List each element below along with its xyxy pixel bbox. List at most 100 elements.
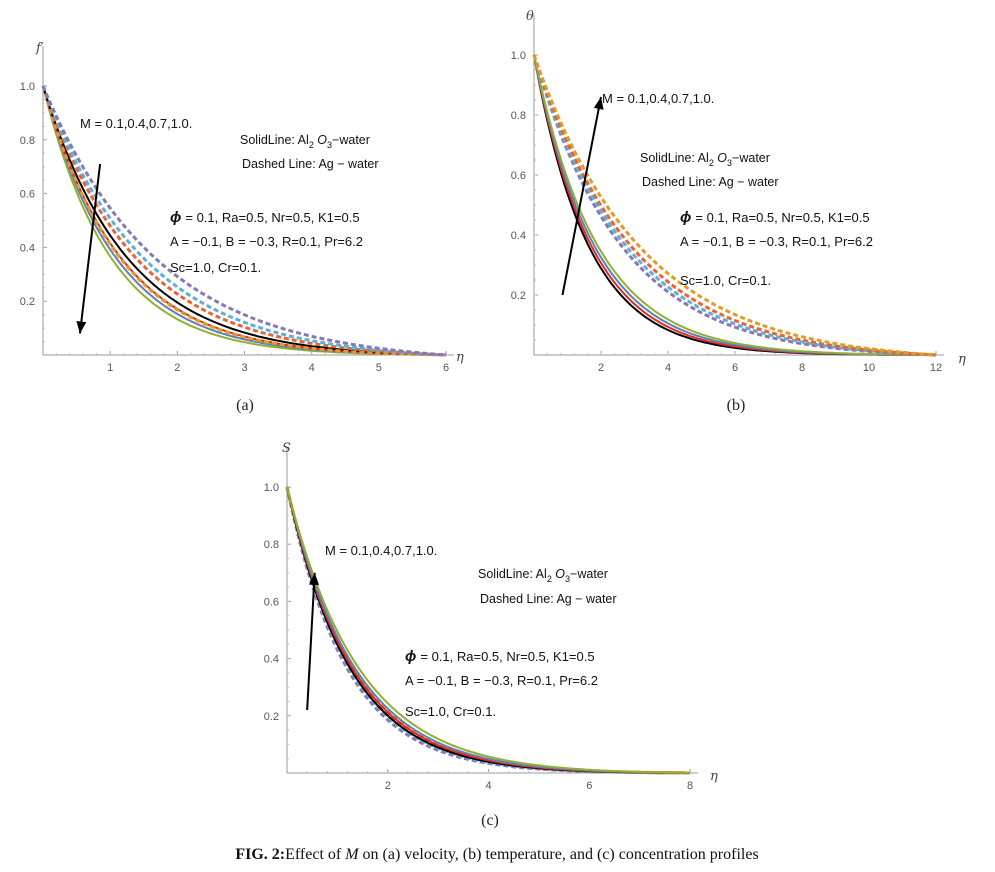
series-line-dashed-5 [532, 54, 937, 357]
params-line1-text: = 0.1, Ra=0.5, Nr=0.5, K1=0.5 [420, 649, 594, 664]
series-line-dashed-2 [285, 486, 690, 775]
y-tick-label: 0.6 [20, 189, 35, 201]
series-line-solid-3 [533, 54, 936, 356]
trend-arrow-head [309, 572, 320, 586]
y-tick-label: 0.4 [511, 230, 526, 242]
x-tick-label: 4 [485, 780, 491, 792]
trend-arrow-head [593, 97, 604, 110]
series-line-dashed-5 [41, 85, 447, 357]
trend-arrow-shaft [306, 572, 316, 711]
solid-legend-mid: O [552, 567, 565, 581]
x-tick-label: 6 [586, 780, 592, 792]
y-axis-label: θ [526, 9, 534, 24]
x-axis-label: η [456, 350, 464, 365]
trend-arrow-shaft [561, 96, 602, 296]
y-axis-label: S [282, 441, 291, 456]
annotation-solid-legend: SolidLine: Al2 O3−water [640, 151, 770, 168]
solid-legend-mid: O [714, 151, 727, 165]
x-tick-label: 4 [665, 362, 671, 374]
x-tick-label: 4 [309, 362, 315, 374]
y-axis-label: f′ [35, 41, 44, 56]
y-tick-label: 0.6 [511, 170, 526, 182]
x-tick-label: 6 [443, 362, 449, 374]
solid-legend-suffix: −water [332, 133, 370, 147]
solid-legend-sub2: 2 [547, 574, 552, 584]
y-tick-label: 0.8 [20, 135, 35, 147]
y-tick-label: 0.2 [20, 296, 35, 308]
annotation-params-line1: ϕ = 0.1, Ra=0.5, Nr=0.5, K1=0.5 [680, 209, 870, 226]
solid-legend-sub3: 3 [565, 574, 570, 584]
x-tick-label: 8 [799, 362, 805, 374]
y-tick-label: 0.2 [264, 711, 279, 723]
y-tick-label: 0.4 [264, 654, 279, 666]
phi-symbol: ϕ [680, 209, 691, 226]
solid-legend-prefix: SolidLine: Al [478, 567, 547, 581]
solid-legend-prefix: SolidLine: Al [240, 133, 309, 147]
x-tick-label: 6 [732, 362, 738, 374]
annotation-m-values: M = 0.1,0.4,0.7,1.0. [80, 116, 192, 131]
trend-arrow-shaft [78, 163, 102, 334]
x-tick-label: 5 [376, 362, 382, 374]
annotation-m-values: M = 0.1,0.4,0.7,1.0. [325, 543, 437, 558]
phi-symbol: ϕ [170, 209, 181, 226]
annotation-params-line3: Sc=1.0, Cr=0.1. [680, 273, 771, 288]
y-tick-label: 1.0 [264, 482, 279, 494]
panel-label: (b) [727, 397, 746, 414]
caption-label: FIG. 2: [235, 846, 285, 863]
solid-legend-sub3: 3 [727, 158, 732, 168]
series-line-dashed-0 [285, 486, 690, 775]
x-tick-label: 2 [174, 362, 180, 374]
solid-legend-mid: O [314, 133, 327, 147]
annotation-dashed-legend: Dashed Line: Ag − water [480, 592, 617, 606]
solid-legend-sub3: 3 [327, 140, 332, 150]
y-tick-label: 0.8 [511, 110, 526, 122]
panel-b-temperature: 2 4 6 8 10 12 0.2 0.4 0.6 0.8 1.0 θ η M = 0.1,0.4,0.7… [511, 9, 966, 414]
params-line1-text: = 0.1, Ra=0.5, Nr=0.5, K1=0.5 [185, 210, 359, 225]
y-tick-label: 0.4 [20, 242, 35, 254]
x-tick-label: 1 [107, 362, 113, 374]
y-tick-label: 1.0 [20, 81, 35, 93]
x-tick-label: 2 [385, 780, 391, 792]
series-line-dashed-7 [41, 85, 447, 357]
series-line-dashed-7 [532, 54, 937, 357]
series-line-dashed-6 [532, 54, 937, 357]
series-line-dashed-6 [41, 85, 447, 357]
series-line-dashed-1 [285, 486, 690, 775]
trend-arrow-head [76, 320, 87, 334]
annotation-params-line1: ϕ = 0.1, Ra=0.5, Nr=0.5, K1=0.5 [170, 209, 360, 226]
solid-legend-suffix: −water [570, 567, 608, 581]
annotation-params-line2: A = −0.1, B = −0.3, R=0.1, Pr=6.2 [405, 673, 598, 688]
y-tick-label: 0.6 [264, 596, 279, 608]
series-line-solid-4 [286, 486, 690, 774]
annotation-params-line3: Sc=1.0, Cr=0.1. [170, 260, 261, 275]
solid-legend-prefix: SolidLine: Al [640, 151, 709, 165]
series-line-dashed-3 [285, 486, 690, 775]
annotation-dashed-legend: Dashed Line: Ag − water [642, 175, 779, 189]
phi-symbol: ϕ [405, 648, 416, 665]
x-tick-label: 8 [687, 780, 693, 792]
x-tick-label: 10 [863, 362, 875, 374]
series-line-solid-5 [286, 486, 690, 774]
solid-legend-sub2: 2 [709, 158, 714, 168]
panel-label: (c) [481, 812, 499, 829]
x-tick-label: 3 [241, 362, 247, 374]
solid-legend-sub2: 2 [309, 140, 314, 150]
caption-suffix: on (a) velocity, (b) temperature, and (c… [359, 846, 759, 863]
annotation-m-values: M = 0.1,0.4,0.7,1.0. [602, 91, 714, 106]
y-tick-label: 1.0 [511, 50, 526, 62]
caption-symbol: M [344, 846, 360, 863]
x-tick-label: 12 [930, 362, 942, 374]
y-tick-label: 0.8 [264, 539, 279, 551]
annotation-params-line2: A = −0.1, B = −0.3, R=0.1, Pr=6.2 [170, 234, 363, 249]
x-axis-label: η [958, 352, 966, 367]
panel-c-concentration: 2 4 6 8 0.2 0.4 0.6 0.8 1.0 Sη M = 0.1,0.4,0.7,1.0… [264, 441, 718, 829]
annotation-solid-legend: SolidLine: Al2 O3−water [240, 133, 370, 150]
params-line1-text: = 0.1, Ra=0.5, Nr=0.5, K1=0.5 [695, 210, 869, 225]
annotation-params-line3: Sc=1.0, Cr=0.1. [405, 704, 496, 719]
series-line-solid-6 [286, 486, 690, 774]
figure-caption: FIG. 2:Effect of M on (a) velocity, (b) … [235, 846, 758, 863]
solid-legend-suffix: −water [732, 151, 770, 165]
annotation-params-line1: ϕ = 0.1, Ra=0.5, Nr=0.5, K1=0.5 [405, 648, 595, 665]
caption-prefix: Effect of [285, 846, 345, 863]
